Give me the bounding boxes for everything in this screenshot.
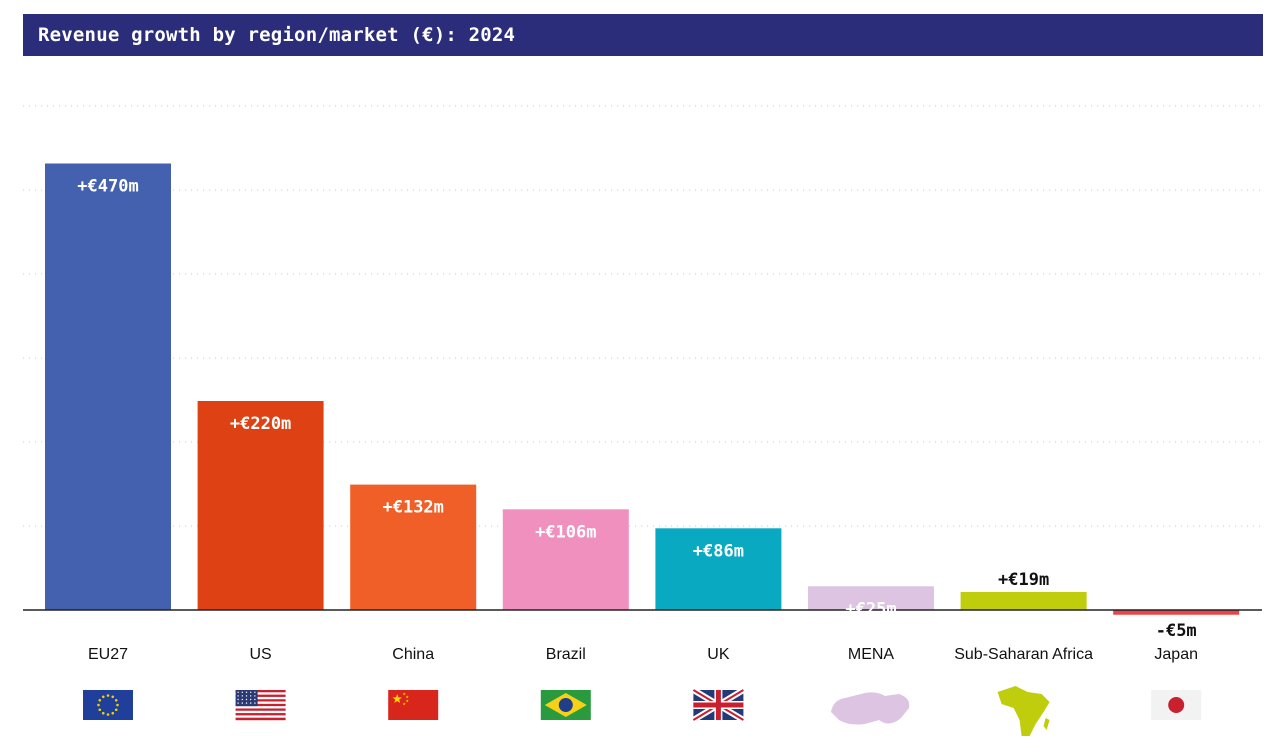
data-label: -€5m	[1156, 621, 1197, 641]
category-label: US	[249, 646, 271, 663]
data-label: +€25m	[845, 599, 896, 619]
chart-title-bar: Revenue growth by region/market (€): 202…	[23, 14, 1263, 56]
bar-japan	[1113, 610, 1240, 615]
category-label: Japan	[1154, 646, 1198, 663]
us-flag-icon	[235, 690, 286, 721]
category-label: China	[392, 646, 434, 663]
bar-uk	[655, 528, 782, 610]
chart-title: Revenue growth by region/market (€): 202…	[38, 24, 516, 46]
japan-flag-icon	[1151, 690, 1202, 720]
data-label: +€132m	[382, 498, 443, 518]
category-label: Brazil	[546, 646, 586, 663]
category-label: EU27	[88, 646, 128, 663]
data-label: +€86m	[693, 541, 744, 561]
category-label: Sub-Saharan Africa	[954, 646, 1093, 663]
bar-china	[350, 484, 477, 610]
bar-brazil	[502, 509, 629, 610]
brazil-flag-icon	[540, 690, 591, 720]
mena-map-icon	[831, 692, 910, 725]
china-flag-icon	[388, 690, 439, 720]
category-label: UK	[707, 646, 730, 663]
eu-flag-icon	[83, 690, 133, 720]
bar-eu27	[45, 163, 171, 610]
data-label: +€19m	[998, 570, 1049, 590]
bar-us	[197, 401, 324, 610]
data-label: +€106m	[535, 522, 596, 542]
bar-mena	[808, 586, 934, 610]
bar-sub-saharan-africa	[960, 591, 1087, 610]
data-label: +€220m	[230, 414, 291, 434]
uk-flag-icon	[691, 687, 745, 723]
sub-saharan-africa-map-icon	[997, 686, 1050, 736]
data-label: +€470m	[77, 177, 138, 197]
category-label: MENA	[848, 646, 895, 663]
